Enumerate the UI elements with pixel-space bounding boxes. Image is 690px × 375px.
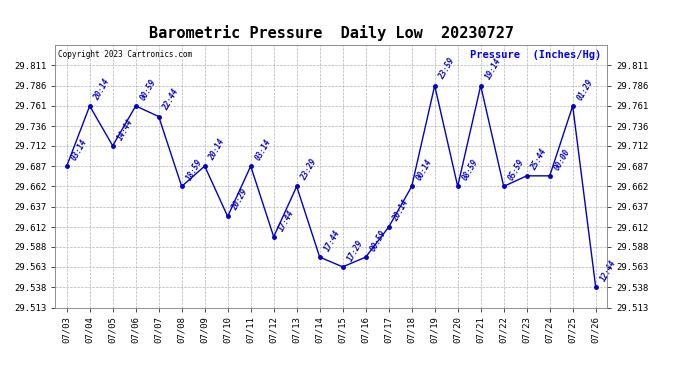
Text: 03:14: 03:14 (70, 137, 89, 162)
Text: 22:44: 22:44 (161, 88, 181, 112)
Text: 03:14: 03:14 (253, 137, 273, 162)
Title: Barometric Pressure  Daily Low  20230727: Barometric Pressure Daily Low 20230727 (149, 25, 513, 41)
Text: 20:14: 20:14 (391, 198, 411, 223)
Text: 05:59: 05:59 (506, 158, 526, 182)
Text: 12:44: 12:44 (598, 258, 618, 283)
Text: 20:14: 20:14 (208, 137, 227, 162)
Text: 17:44: 17:44 (277, 208, 296, 232)
Text: 00:00: 00:00 (553, 147, 572, 172)
Text: 17:44: 17:44 (322, 228, 342, 253)
Text: 14:44: 14:44 (115, 117, 135, 142)
Text: 23:29: 23:29 (299, 158, 319, 182)
Text: 08:59: 08:59 (460, 158, 480, 182)
Text: 18:59: 18:59 (184, 158, 204, 182)
Text: 00:59: 00:59 (368, 228, 388, 253)
Text: 20:29: 20:29 (230, 188, 250, 212)
Text: 17:29: 17:29 (346, 238, 365, 263)
Text: Copyright 2023 Cartronics.com: Copyright 2023 Cartronics.com (58, 50, 192, 59)
Text: 00:14: 00:14 (415, 158, 434, 182)
Text: 01:29: 01:29 (575, 77, 595, 102)
Text: 23:59: 23:59 (437, 57, 457, 81)
Text: 19:14: 19:14 (484, 57, 503, 81)
Text: 00:59: 00:59 (139, 77, 158, 102)
Text: Pressure  (Inches/Hg): Pressure (Inches/Hg) (471, 50, 602, 60)
Text: 25:44: 25:44 (529, 147, 549, 172)
Text: 20:14: 20:14 (92, 77, 112, 102)
